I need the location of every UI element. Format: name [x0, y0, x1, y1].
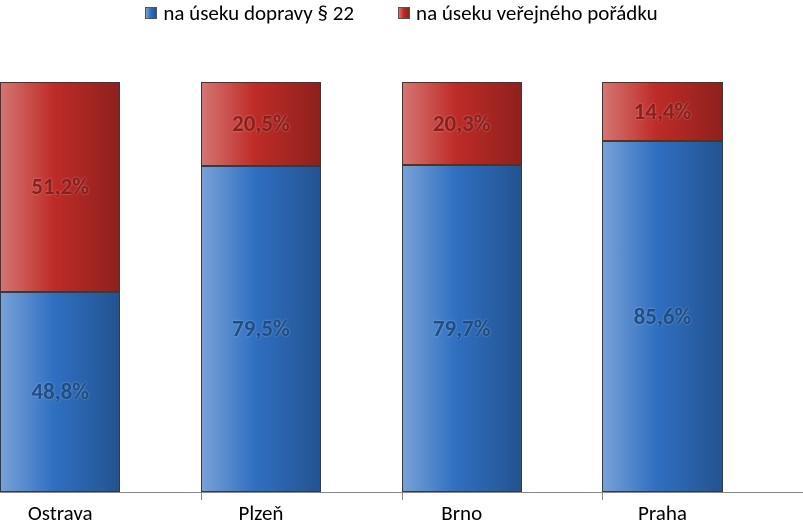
bar-value-label: 48,8%	[31, 378, 89, 406]
bar: 79,5% 20,5%	[201, 82, 321, 492]
bar-value-label: 85,6%	[634, 303, 692, 331]
bar-value-label: 79,7%	[433, 315, 491, 343]
legend-swatch-icon	[398, 7, 410, 19]
legend-item: na úseku dopravy § 22	[145, 0, 354, 26]
bar: 85,6% 14,4%	[602, 82, 722, 492]
legend-swatch-icon	[145, 7, 157, 19]
stacked-bar-chart: na úseku dopravy § 22 na úseku veřejného …	[0, 0, 803, 531]
column-separator	[201, 492, 403, 500]
legend-label: na úseku veřejného pořádku	[416, 0, 658, 26]
bar-segment: 79,5%	[201, 166, 321, 492]
bar: 48,8% 51,2%	[0, 82, 120, 492]
column-separator	[402, 492, 604, 500]
x-axis-label: Praha	[638, 500, 687, 526]
bar-segment: 14,4%	[602, 82, 722, 141]
legend-label: na úseku dopravy § 22	[163, 0, 354, 26]
bar-value-label: 20,5%	[232, 110, 290, 138]
bar: 79,7% 20,3%	[402, 82, 522, 492]
bar-value-label: 79,5%	[232, 315, 290, 343]
bar-value-label: 51,2%	[31, 173, 89, 201]
bar-segment: 20,5%	[201, 82, 321, 166]
x-axis-label: Brno	[441, 500, 482, 526]
x-axis-label: Plzeň	[238, 500, 283, 526]
bar-value-label: 14,4%	[634, 98, 692, 126]
bar-segment: 79,7%	[402, 165, 522, 492]
bar-value-label: 20,3%	[433, 110, 491, 138]
column-separator	[0, 492, 202, 500]
bar-segment: 85,6%	[602, 141, 722, 492]
chart-legend: na úseku dopravy § 22 na úseku veřejného …	[0, 0, 803, 26]
legend-item: na úseku veřejného pořádku	[398, 0, 658, 26]
plot-area: 48,8% 51,2% 79,5% 20,5% 79,7% 20,3% 85,6% 14,4%	[0, 82, 803, 493]
bar-segment: 51,2%	[0, 82, 120, 292]
x-axis-label: Ostrava	[28, 500, 93, 526]
bar-segment: 20,3%	[402, 82, 522, 165]
bar-segment: 48,8%	[0, 292, 120, 492]
